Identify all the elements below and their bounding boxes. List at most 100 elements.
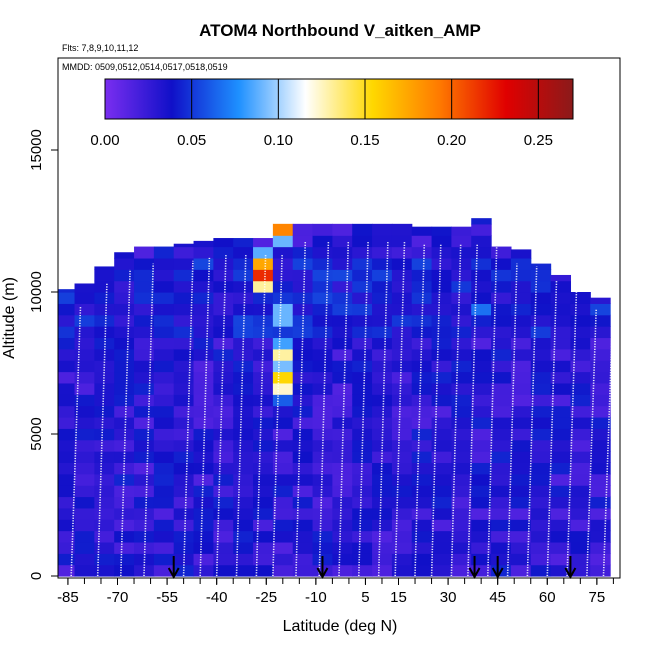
heatmap-cell xyxy=(74,428,95,441)
heatmap-cell xyxy=(312,257,333,270)
heatmap-cell xyxy=(491,416,512,429)
flight-track xyxy=(199,257,211,577)
heatmap-cell xyxy=(510,541,532,554)
heatmap-cell xyxy=(153,451,175,463)
heatmap-cell xyxy=(213,337,234,350)
heatmap-cell xyxy=(530,382,552,395)
heatmap-cell xyxy=(352,371,373,384)
heatmap-cell xyxy=(590,530,611,543)
profile-arrowhead xyxy=(468,567,481,580)
heatmap-cell xyxy=(272,303,294,316)
heatmap-cell xyxy=(134,348,155,361)
heatmap-cell xyxy=(491,303,512,316)
heatmap-cell xyxy=(233,292,254,304)
heatmap-cell xyxy=(114,394,135,407)
heatmap-cell xyxy=(332,564,353,577)
heatmap-cell xyxy=(431,314,452,327)
heatmap-cell xyxy=(312,223,333,236)
heatmap-cell xyxy=(193,564,214,577)
heatmap-cell xyxy=(114,428,135,441)
heatmap-cell xyxy=(153,541,175,554)
heatmap-cell xyxy=(272,235,294,248)
heatmap-cell xyxy=(213,269,234,282)
heatmap-cell xyxy=(491,371,512,384)
heatmap-cell xyxy=(94,382,115,395)
heatmap-cell xyxy=(173,303,195,316)
heatmap-cell xyxy=(213,439,234,452)
heatmap-cell xyxy=(352,451,373,463)
heatmap-cell xyxy=(352,416,373,429)
heatmap-cell xyxy=(451,564,472,577)
heatmap-cell xyxy=(332,235,353,248)
heatmap-cell xyxy=(312,314,333,327)
heatmap-cell xyxy=(411,269,433,282)
x-tick-label: -25 xyxy=(255,589,277,606)
x-tick-label: 60 xyxy=(539,589,556,606)
heatmap-cell xyxy=(74,485,95,498)
heatmap-cell xyxy=(114,337,135,350)
heatmap-cell xyxy=(391,360,413,373)
flight-track xyxy=(182,260,194,577)
heatmap-cell xyxy=(431,337,452,350)
heatmap-cell xyxy=(550,314,572,327)
heatmap-cell xyxy=(431,246,452,259)
heatmap-cell xyxy=(491,314,512,327)
heatmap-cell xyxy=(570,473,591,486)
heatmap-cell xyxy=(352,405,373,418)
heatmap-cell xyxy=(411,337,433,350)
heatmap-cell xyxy=(372,235,393,248)
heatmap-cell xyxy=(58,564,76,577)
heatmap-cell xyxy=(352,485,373,498)
heatmap-cell xyxy=(451,416,472,429)
heatmap-cell xyxy=(332,280,353,293)
heatmap-cell xyxy=(391,439,413,452)
heatmap-cell xyxy=(58,428,76,441)
heatmap-cell xyxy=(253,337,274,350)
heatmap-cell xyxy=(530,371,552,384)
heatmap-cell xyxy=(590,337,611,350)
heatmap-cell xyxy=(114,382,135,395)
heatmap-cell xyxy=(550,496,572,509)
heatmap-cell xyxy=(411,394,433,407)
heatmap-cell xyxy=(58,519,76,532)
heatmap-cell xyxy=(510,553,532,566)
profile-arrowhead xyxy=(316,567,329,580)
heatmap-cell xyxy=(253,485,274,498)
heatmap-cell xyxy=(173,314,195,327)
heatmap-cell xyxy=(510,428,532,441)
heatmap-cell xyxy=(510,485,532,498)
flight-track xyxy=(602,314,614,577)
heatmap-cell xyxy=(153,326,175,339)
heatmap-cell xyxy=(253,451,274,463)
heatmap-cell xyxy=(153,246,175,259)
heatmap-cell xyxy=(272,348,294,361)
heatmap-cell xyxy=(253,257,274,270)
heatmap-cell xyxy=(510,519,532,532)
heatmap-cell xyxy=(550,303,572,316)
heatmap-cell xyxy=(530,553,552,566)
heatmap-cell xyxy=(391,553,413,566)
y-tick-label: 15000 xyxy=(28,129,45,171)
heatmap-cell xyxy=(173,451,195,463)
heatmap-cell xyxy=(570,485,591,498)
heatmap-cell xyxy=(312,473,333,486)
heatmap-cell xyxy=(510,530,532,543)
heatmap-cell xyxy=(193,240,214,248)
heatmap-cell xyxy=(272,485,294,498)
heatmap-cell xyxy=(253,439,274,452)
heatmap-cell xyxy=(510,473,532,486)
heatmap-cell xyxy=(312,530,333,543)
heatmap-cell xyxy=(570,326,591,339)
heatmap-cell xyxy=(550,337,572,350)
heatmap-cell xyxy=(74,507,95,520)
heatmap-cell xyxy=(58,485,76,498)
heatmap-cell xyxy=(134,337,155,350)
flight-track xyxy=(295,240,307,577)
heatmap-cell xyxy=(471,462,492,475)
heatmap-cell xyxy=(510,292,532,304)
heatmap-cell xyxy=(94,439,115,452)
heatmap-cell xyxy=(411,405,433,418)
heatmap-cell xyxy=(213,257,234,270)
heatmap-cell xyxy=(411,473,433,486)
